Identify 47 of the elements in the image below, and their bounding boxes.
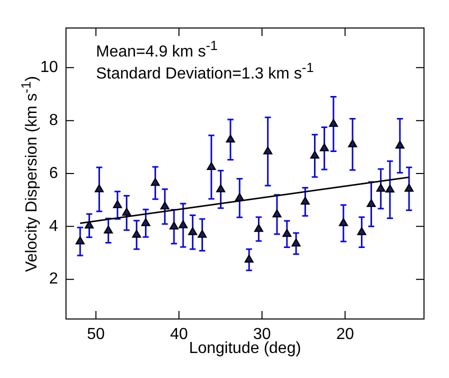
- y-tick-label: 2: [49, 270, 58, 288]
- point: [150, 178, 160, 186]
- point: [226, 134, 235, 142]
- y-tick-label: 4: [49, 218, 58, 235]
- point: [206, 162, 216, 170]
- point: [198, 230, 207, 238]
- point: [366, 199, 376, 208]
- point: [94, 184, 104, 192]
- point: [404, 184, 414, 192]
- point: [254, 224, 264, 232]
- point: [122, 208, 132, 216]
- point: [76, 236, 85, 244]
- x-tick-label: 20: [336, 326, 354, 344]
- point: [338, 218, 348, 226]
- point: [132, 230, 142, 238]
- point: [84, 220, 94, 228]
- point: [178, 220, 188, 228]
- point: [169, 222, 178, 230]
- x-tick-label: 50: [87, 326, 105, 344]
- point: [320, 143, 329, 152]
- point: [292, 238, 301, 246]
- point: [357, 227, 366, 236]
- point: [235, 193, 244, 201]
- point: [385, 184, 394, 192]
- point: [395, 140, 404, 149]
- point: [113, 200, 122, 208]
- point: [104, 226, 113, 234]
- y-tick-label: 8: [49, 112, 58, 129]
- point: [188, 227, 198, 236]
- point: [141, 218, 150, 226]
- point: [282, 228, 292, 237]
- point: [244, 254, 254, 263]
- x-tick-label: 40: [170, 326, 188, 344]
- point: [160, 201, 170, 210]
- point: [263, 146, 272, 154]
- y-tick-label: 10: [40, 59, 58, 76]
- annotation: Standard Deviation=1.3 km s$^{-1}$: [96, 60, 314, 84]
- point: [300, 196, 310, 205]
- x-axis-title: Longitude (deg): [188, 340, 302, 358]
- y-tick-label: 6: [49, 164, 58, 182]
- point: [272, 209, 282, 218]
- point: [328, 118, 338, 127]
- point: [348, 139, 358, 148]
- point: [310, 150, 320, 159]
- point: [216, 184, 226, 192]
- point: [376, 184, 386, 192]
- annotation: Mean=4.9 km s$^{-1}$: [96, 38, 218, 62]
